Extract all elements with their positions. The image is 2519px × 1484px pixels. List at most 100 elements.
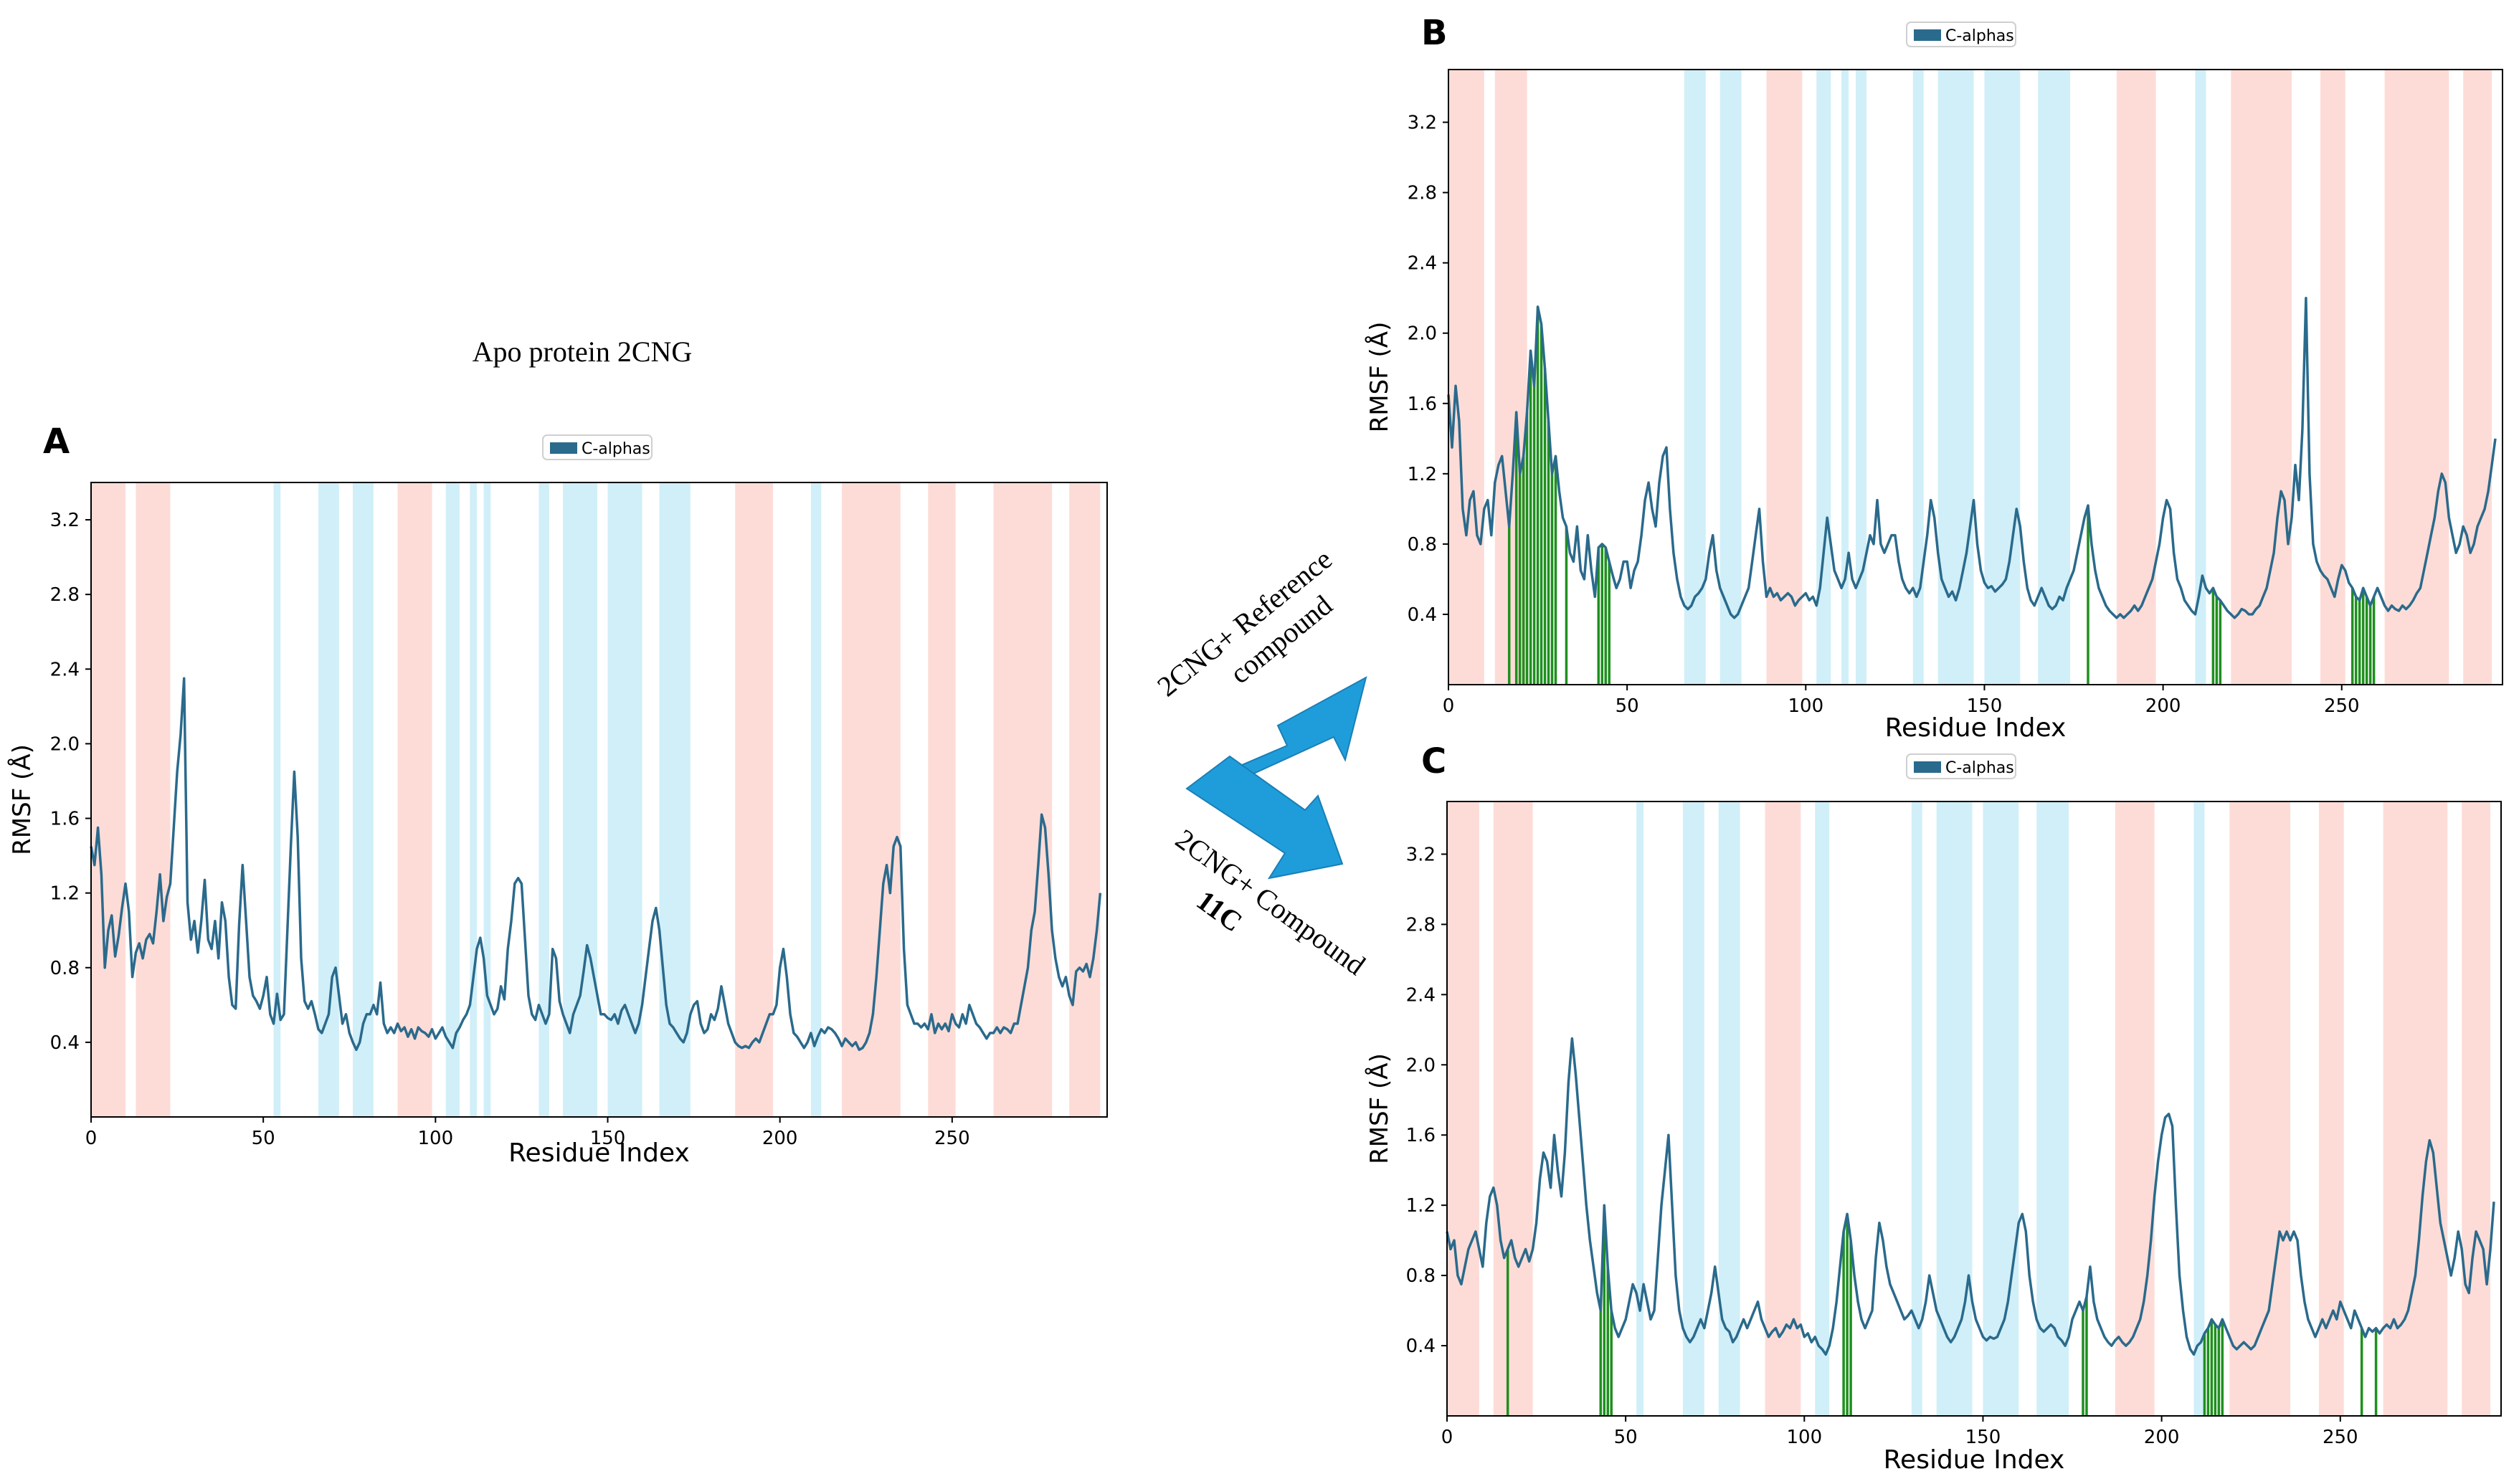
x-tick-label: 50	[1614, 1427, 1638, 1448]
x-axis-label: Residue Index	[1884, 1445, 2065, 1475]
helix-band	[1448, 70, 1484, 685]
y-tick-label: 1.2	[1406, 1195, 1436, 1217]
helix-band	[1069, 482, 1101, 1117]
y-tick-label: 1.6	[50, 809, 80, 830]
x-tick-label: 50	[1616, 695, 1639, 717]
helix-band	[397, 482, 432, 1117]
helix-band	[2116, 70, 2156, 685]
strand-band	[1816, 70, 1831, 685]
strand-band	[445, 482, 460, 1117]
y-tick-label: 0.4	[1406, 1336, 1436, 1357]
x-tick-label: 200	[2145, 695, 2181, 717]
y-tick-label: 1.6	[1408, 394, 1437, 415]
x-tick-label: 0	[1441, 1427, 1453, 1448]
panel-label: C	[1421, 741, 1446, 781]
helix-band	[2383, 802, 2448, 1416]
y-tick-label: 0.8	[50, 958, 80, 979]
x-tick-label: 150	[590, 1128, 626, 1149]
y-tick-label: 2.0	[1408, 323, 1437, 345]
branch-arrow	[1185, 676, 1367, 880]
y-tick-label: 1.2	[50, 883, 80, 905]
helix-band	[2384, 70, 2449, 685]
y-axis-label: RMSF (Å)	[1365, 1053, 1394, 1164]
plot-frame	[1448, 69, 2503, 685]
strand-band	[2193, 802, 2205, 1416]
helix-band	[1765, 802, 1801, 1416]
strand-band	[810, 482, 822, 1117]
x-tick-label: 100	[1788, 695, 1823, 717]
strand-band	[1815, 802, 1830, 1416]
strand-band	[1684, 70, 1706, 685]
x-tick-label: 100	[1786, 1427, 1822, 1448]
y-tick-label: 0.4	[50, 1032, 80, 1054]
helix-band	[1447, 802, 1479, 1416]
strand-band	[1841, 70, 1849, 685]
legend-swatch	[1914, 29, 1941, 41]
strand-band	[1912, 70, 1924, 685]
x-tick-label: 250	[2323, 1427, 2358, 1448]
strand-band	[2036, 802, 2069, 1416]
y-tick-label: 0.4	[1408, 604, 1437, 626]
strand-band	[1718, 802, 1740, 1416]
strand-band	[483, 482, 491, 1117]
y-tick-label: 0.8	[1406, 1265, 1436, 1287]
rmsf-series-line	[90, 677, 1102, 1052]
strand-band	[1937, 70, 1974, 685]
helix-band	[842, 482, 901, 1117]
panel-label: B	[1421, 13, 1448, 53]
y-tick-label: 2.4	[50, 659, 80, 680]
helix-band	[1493, 802, 1533, 1416]
plot-frame	[90, 482, 1108, 1118]
y-tick-label: 2.0	[1406, 1055, 1436, 1076]
helix-band	[91, 482, 126, 1117]
strand-band	[539, 482, 549, 1117]
x-tick-label: 150	[1967, 695, 2003, 717]
panel-a: 0 50 100 150 200 250 0.4 0.8 1.2 1.6 2.0 2.4 2.8 3.2 R…	[7, 422, 1108, 1168]
strand-band	[273, 482, 281, 1117]
legend-label: C-alphas	[1945, 27, 2014, 45]
helix-band	[1494, 70, 1527, 685]
rmsf-series-line	[1447, 296, 2497, 619]
helix-band	[136, 482, 171, 1117]
arrow-bottom-label: 2CNG+ Compound 11C	[1148, 822, 1377, 1015]
y-tick-label: 2.8	[1408, 183, 1437, 204]
strand-band	[2038, 70, 2071, 685]
strand-band	[659, 482, 691, 1117]
y-tick-label: 2.8	[1406, 914, 1436, 936]
strand-band	[1719, 70, 1742, 685]
y-tick-label: 1.2	[1408, 464, 1437, 485]
strand-band	[470, 482, 477, 1117]
panel-c: 0 50 100 150 200 250 0.4 0.8 1.2 1.6 2.0 2.4 2.8 3.2 R…	[1365, 741, 2502, 1475]
legend-label: C-alphas	[582, 440, 650, 458]
helix-band	[2115, 802, 2155, 1416]
strand-band	[1936, 802, 1973, 1416]
helix-band	[993, 482, 1053, 1117]
x-tick-label: 250	[934, 1128, 970, 1149]
strand-band	[1682, 802, 1704, 1416]
y-axis-label: RMSF (Å)	[1365, 322, 1394, 433]
panel-b: 0 50 100 150 200 250 0.4 0.8 1.2 1.6 2.0 2.4 2.8 3.2 R…	[1365, 13, 2503, 743]
y-axis-label: RMSF (Å)	[7, 744, 37, 855]
y-tick-label: 3.2	[1408, 113, 1437, 134]
strand-band	[2195, 70, 2206, 685]
helix-band	[2463, 70, 2492, 685]
x-axis-label: Residue Index	[1885, 713, 2067, 743]
y-tick-label: 0.8	[1408, 534, 1437, 556]
helix-band	[2320, 70, 2345, 685]
strand-band	[1636, 802, 1644, 1416]
x-tick-label: 0	[85, 1128, 98, 1149]
helix-band	[2229, 802, 2290, 1416]
y-tick-label: 1.6	[1406, 1125, 1436, 1146]
x-tick-label: 200	[762, 1128, 798, 1149]
legend-swatch	[1914, 761, 1941, 773]
x-tick-label: 150	[1965, 1427, 2001, 1448]
y-tick-label: 3.2	[1406, 844, 1436, 865]
x-tick-label: 200	[2144, 1427, 2180, 1448]
x-axis-label: Residue Index	[508, 1138, 690, 1168]
helix-band	[2318, 802, 2344, 1416]
y-tick-label: 2.4	[1408, 253, 1437, 275]
arrow-down-shape	[1185, 755, 1344, 880]
y-tick-label: 2.4	[1406, 984, 1436, 1006]
rmsf-series-line	[1446, 1037, 2495, 1356]
